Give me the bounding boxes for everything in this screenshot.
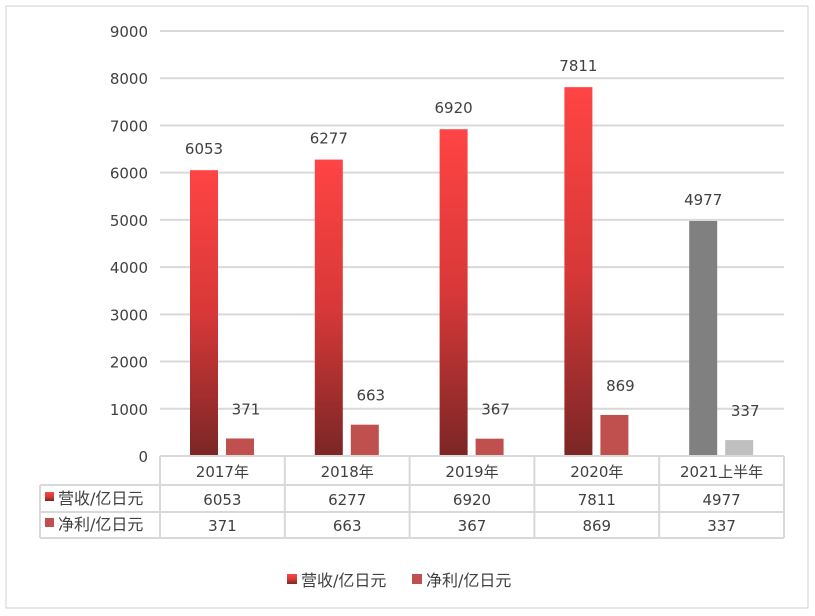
- legend-key-net-profit: [412, 574, 422, 584]
- y-tick-label: 7000: [110, 117, 148, 135]
- legend-key-revenue: [287, 574, 297, 584]
- data-label: 367: [481, 401, 510, 419]
- bar-net-profit: [475, 438, 504, 456]
- bar-revenue: [564, 87, 593, 457]
- chart-border: [5, 5, 809, 609]
- data-label: 6053: [185, 140, 223, 158]
- table-cell: 6920: [453, 491, 491, 509]
- y-tick-label: 8000: [110, 70, 148, 88]
- y-tick-label: 5000: [110, 212, 148, 230]
- data-label: 6277: [310, 130, 348, 148]
- table-cell: 6277: [328, 491, 366, 509]
- category-label: 2021上半年: [680, 463, 763, 481]
- table-cell: 663: [333, 517, 362, 535]
- bar-net-profit: [600, 414, 629, 456]
- table-cell: 7811: [578, 491, 616, 509]
- table-row-header: 净利/亿日元: [58, 515, 143, 534]
- y-tick-label: 6000: [110, 165, 148, 183]
- category-label: 2019年: [445, 463, 498, 481]
- y-tick-label: 2000: [110, 354, 148, 372]
- table-cell: 869: [582, 517, 611, 535]
- table-legend-key: [45, 518, 54, 527]
- bar-revenue: [439, 129, 468, 456]
- table-cell: 367: [458, 517, 487, 535]
- bar-revenue: [314, 159, 343, 456]
- category-label: 2018年: [321, 463, 374, 481]
- y-tick-label: 9000: [110, 23, 148, 41]
- data-label: 869: [606, 377, 635, 395]
- bar-net-profit: [725, 440, 754, 456]
- data-label: 6920: [435, 99, 473, 117]
- legend-label: 净利/亿日元: [426, 571, 511, 590]
- table-cell: 337: [707, 517, 736, 535]
- y-tick-label: 0: [138, 448, 148, 466]
- y-tick-label: 4000: [110, 259, 148, 277]
- table-row-header: 营收/亿日元: [58, 489, 143, 508]
- bar-net-profit: [350, 424, 379, 456]
- y-tick-label: 1000: [110, 401, 148, 419]
- y-tick-label: 3000: [110, 306, 148, 324]
- table-cell: 4977: [703, 491, 741, 509]
- data-label: 7811: [559, 57, 597, 75]
- bar-revenue: [190, 170, 218, 457]
- bar-revenue: [689, 220, 718, 456]
- legend-label: 营收/亿日元: [301, 571, 386, 590]
- table-cell: 6053: [203, 491, 241, 509]
- data-label: 337: [731, 402, 760, 420]
- table-cell: 371: [208, 517, 237, 535]
- data-label: 663: [356, 387, 385, 405]
- data-label: 371: [232, 400, 261, 418]
- table-legend-key: [45, 492, 54, 501]
- category-label: 2017年: [196, 463, 249, 481]
- bar-net-profit: [226, 438, 254, 456]
- data-label: 4977: [684, 191, 722, 209]
- category-label: 2020年: [570, 463, 623, 481]
